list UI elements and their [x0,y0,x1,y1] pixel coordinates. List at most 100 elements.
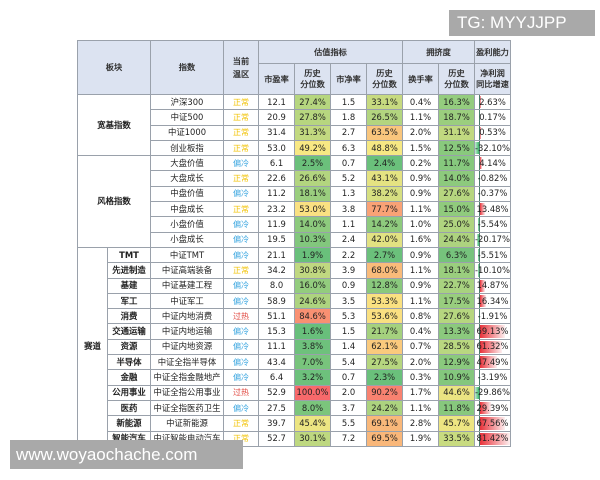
zero-axis [479,279,480,293]
pe-percentile: 53.0% [294,201,331,218]
zero-axis [479,309,480,323]
pe-percentile: 14.0% [294,216,331,233]
zone-status: 过热 [223,384,259,401]
turnover-percentile: 11.8% [438,399,475,417]
pe-percentile: 30.1% [294,430,331,447]
index-name: 大盘成长 [150,170,224,187]
zone-status: 偏冷 [223,292,259,310]
net-profit-growth: 0.17% [474,109,511,126]
pb-value: 1.3 [330,185,367,203]
zone-status: 偏冷 [223,246,259,264]
zone-status: 正常 [223,201,259,218]
net-profit-growth-value: -20.17% [475,234,510,245]
pe-percentile: 3.2% [294,369,331,386]
turnover-value: 0.8% [402,308,439,325]
header-pe: 市盈率 [258,63,295,95]
zone-status: 偏冷 [223,216,259,233]
pe-value: 52.7 [258,430,295,447]
pb-percentile: 90.2% [366,384,403,401]
data-bar [480,325,506,338]
zero-axis [479,141,480,155]
data-bar [480,356,498,369]
net-profit-growth-value: 2.63% [479,96,506,107]
turnover-percentile: 18.7% [438,109,475,126]
net-profit-growth-value: 0.53% [479,127,506,138]
index-name: 中证内地资源 [150,338,224,356]
pe-value: 39.7 [258,415,295,432]
pe-percentile: 26.6% [294,170,331,187]
pb-percentile: 53.6% [366,308,403,325]
pb-value: 3.8 [330,201,367,218]
pb-percentile: 53.3% [366,292,403,310]
sector-label: 医药 [107,399,151,417]
net-profit-growth: -1.91% [474,308,511,325]
pe-percentile: 16.0% [294,277,331,294]
pe-percentile: 84.6% [294,308,331,325]
net-profit-growth: 69.13% [474,323,511,340]
zero-axis [479,156,480,170]
pb-value: 2.7 [330,124,367,141]
net-profit-growth-value: -5.54% [477,219,508,230]
turnover-percentile: 27.6% [438,185,475,203]
net-profit-growth-value: 4.14% [479,157,506,168]
pe-percentile: 3.8% [294,338,331,356]
zone-status: 过热 [223,308,259,325]
index-name: 小盘价值 [150,216,224,233]
pb-percentile: 14.2% [366,216,403,233]
pb-value: 1.8 [330,109,367,126]
table-row: 中盘价值 偏冷 11.2 18.1% 1.3 38.2% 0.9% 27.6% -0.37% [78,185,511,203]
turnover-value: 0.9% [402,246,439,264]
pb-percentile: 12.8% [366,277,403,294]
table-row: 先进制造 中证高端装备 正常 34.2 30.8% 3.9 68.0% 1.1% 18.1% -1… [78,262,511,279]
zone-status: 偏冷 [223,399,259,417]
net-profit-growth: -0.37% [474,185,511,203]
turnover-value: 1.6% [402,231,439,248]
index-name: 中证高端装备 [150,262,224,279]
data-bar [478,218,479,231]
group-label: 宽基指数 [77,93,151,157]
net-profit-growth-value: 14.87% [476,280,509,291]
turnover-percentile: 44.6% [438,384,475,401]
zero-axis [479,432,480,446]
table-row: 金融 中证全指金融地产 偏冷 6.4 3.2% 0.7 2.3% 0.3% 10.9% -3.19… [78,369,511,386]
pe-value: 31.4 [258,124,295,141]
sector-label: 新能源 [107,415,151,432]
sector-label: 先进制造 [107,262,151,279]
sector-label: TMT [107,246,151,264]
pb-value: 0.7 [330,155,367,172]
index-name: 中证内地消费 [150,308,224,325]
turnover-percentile: 45.7% [438,415,475,432]
turnover-percentile: 12.5% [438,139,475,157]
watermark-telegram: TG: MYYJJPP [449,10,595,36]
pb-value: 5.4 [330,354,367,371]
turnover-percentile: 31.1% [438,124,475,141]
pe-value: 53.0 [258,139,295,157]
zone-status: 偏冷 [223,338,259,356]
net-profit-growth: 81.42% [474,430,511,447]
zone-status: 偏冷 [223,185,259,203]
pe-value: 20.9 [258,109,295,126]
turnover-value: 2.0% [402,354,439,371]
table-row: 基建 中证基建工程 偏冷 8.0 16.0% 0.9 12.8% 0.9% 22.7% 14.87… [78,277,511,294]
header-pe-percentile: 历史 分位数 [294,63,331,95]
pe-percentile: 27.8% [294,109,331,126]
index-name: 中证全指医药卫生 [150,399,224,417]
turnover-value: 1.1% [402,292,439,310]
index-name: 中证全指半导体 [150,354,224,371]
pe-value: 12.1 [258,93,295,111]
zone-status: 正常 [223,170,259,187]
net-profit-growth: -10.10% [474,262,511,279]
turnover-percentile: 10.9% [438,369,475,386]
pb-value: 0.9 [330,277,367,294]
index-name: 中盘价值 [150,185,224,203]
pb-percentile: 77.7% [366,201,403,218]
zero-axis [479,126,480,140]
net-profit-growth-value: 81.42% [476,433,509,444]
table-row: 宽基指数 沪深300 正常 12.1 27.4% 1.5 33.1% 0.4% 16.3% 2.6… [77,93,511,157]
turnover-percentile: 27.6% [438,308,475,325]
pb-percentile: 2.7% [366,246,403,264]
net-profit-growth-value: 0.17% [479,111,506,122]
turnover-percentile: 33.5% [438,430,475,447]
header-net-profit-growth: 净利润 同比增速 [474,63,511,95]
header-profit-group: 盈利能力 [474,40,511,64]
